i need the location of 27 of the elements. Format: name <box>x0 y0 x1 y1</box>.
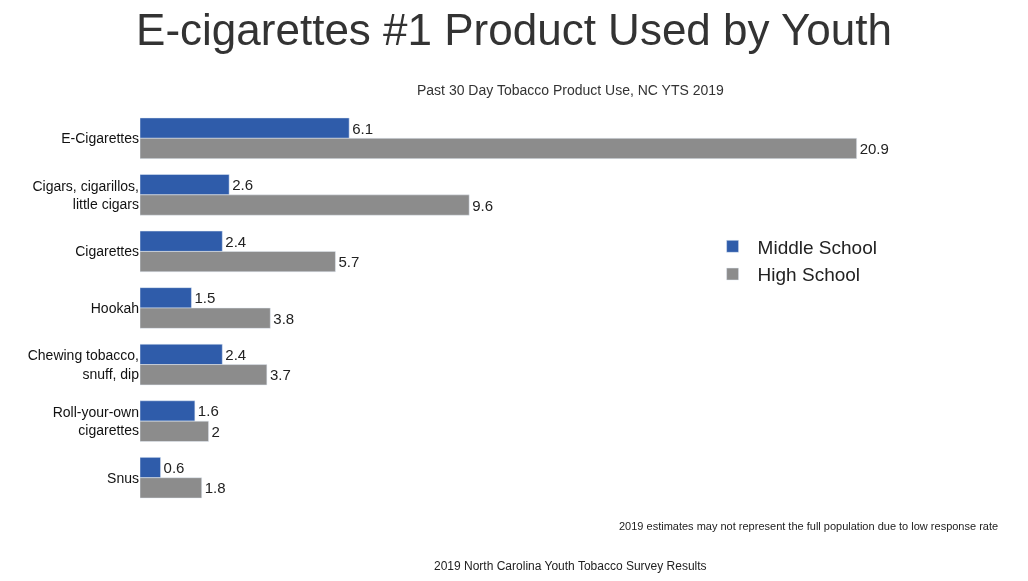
data-label: 1.6 <box>197 402 219 420</box>
chart-subtitle: Past 30 Day Tobacco Product Use, NC YTS 2019 <box>417 82 725 98</box>
data-label: 2.6 <box>232 176 254 194</box>
data-label: 3.7 <box>269 366 291 384</box>
y-tick-label: Cigars, cigarillos, little cigars <box>32 177 139 212</box>
data-label: 1.5 <box>194 289 216 307</box>
data-label: 3.8 <box>273 309 295 327</box>
legend-label: Middle School <box>757 236 877 258</box>
y-tick-label: Cigarettes <box>75 243 139 260</box>
data-label: 20.9 <box>859 139 889 157</box>
chart-title: E-cigarettes #1 Product Used by Youth <box>136 5 892 55</box>
y-tick-label: Hookah <box>90 299 139 316</box>
y-tick-label: Roll-your-own cigarettes <box>52 403 139 439</box>
data-label: 9.6 <box>472 196 494 214</box>
text: 2019 North Carolina Youth Tobacco Survey Results <box>434 559 707 573</box>
y-tick-label: Snus <box>107 469 139 486</box>
data-label: 1.8 <box>204 479 226 497</box>
legend-label: High School <box>757 264 861 286</box>
data-label: 2.4 <box>225 232 247 250</box>
data-label: 0.6 <box>163 459 185 477</box>
data-label: 2 <box>211 422 220 440</box>
data-label: 6.1 <box>352 119 374 137</box>
y-tick-label: E-Cigarettes <box>61 130 139 147</box>
text: 2019 estimates may not represent the full population due to low response rate <box>619 520 999 532</box>
y-tick-label: Chewing tobacco, snuff, dip <box>27 347 140 382</box>
data-label: 5.7 <box>338 253 360 271</box>
data-label: 2.4 <box>225 345 247 363</box>
